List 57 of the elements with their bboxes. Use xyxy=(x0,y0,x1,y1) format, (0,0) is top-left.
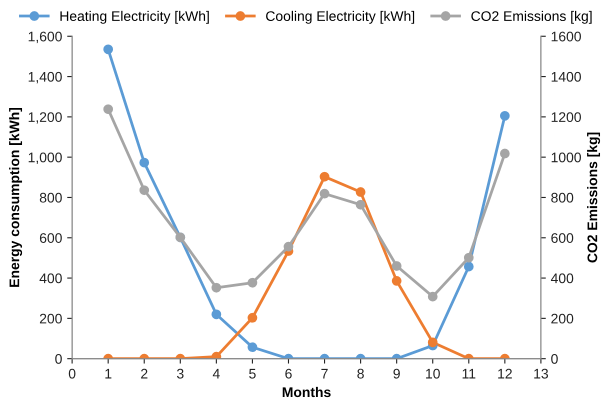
point xyxy=(500,111,510,121)
point xyxy=(356,200,366,210)
x-tick-label: 4 xyxy=(212,368,220,378)
legend-label: Cooling Electricity [kWh] xyxy=(266,10,414,24)
y-tick-label: 400 xyxy=(40,273,62,284)
point xyxy=(320,188,330,199)
point xyxy=(428,292,438,302)
y-tick-label: 1,600 xyxy=(28,32,62,44)
x-tick-label: 3 xyxy=(176,368,184,379)
y-tick-label: 0 xyxy=(55,354,62,364)
point xyxy=(392,276,402,286)
x-tick-label: 7 xyxy=(321,368,328,378)
y-tick-label: 600 xyxy=(40,233,62,243)
x-tick-label: 9 xyxy=(393,368,400,379)
x-tick-label: 6 xyxy=(285,368,292,379)
y-tick-label: 200 xyxy=(40,314,62,324)
y-tick-label: 1,200 xyxy=(28,112,62,124)
x-tick-label: 12 xyxy=(498,368,512,378)
y-tick-label: 1,000 xyxy=(28,152,62,164)
y-axis-title: Energy consumption [kWh] xyxy=(9,108,22,287)
y-tick-label: 800 xyxy=(40,192,62,203)
y2-tick-label: 1200 xyxy=(552,112,581,122)
point xyxy=(139,185,150,196)
x-tick-label: 0 xyxy=(68,368,76,379)
x-tick-label: 13 xyxy=(534,368,548,379)
point xyxy=(103,44,114,54)
point xyxy=(464,252,474,263)
point xyxy=(392,261,402,271)
y2-tick-label: 800 xyxy=(551,192,574,203)
x-tick-label: 11 xyxy=(462,368,476,378)
point xyxy=(320,172,330,182)
y2-axis-title: CO2 Emissions [kg] xyxy=(587,132,600,262)
y2-tick-label: 0 xyxy=(551,354,558,364)
point xyxy=(212,282,222,293)
point xyxy=(212,352,222,359)
x-tick-label: 5 xyxy=(249,368,256,379)
y2-tick-label: 400 xyxy=(550,273,574,284)
point xyxy=(284,242,294,252)
y-tick-label: 1,400 xyxy=(28,72,62,84)
y2-tick-label: 1000 xyxy=(552,152,581,162)
point xyxy=(139,158,150,168)
x-axis-title: Months xyxy=(282,386,331,398)
x-tick-label: 1 xyxy=(105,368,112,378)
point xyxy=(464,262,474,272)
legend-label: CO2 Emissions [kg] xyxy=(471,10,592,24)
y2-tick-label: 600 xyxy=(551,233,574,243)
x-tick-label: 2 xyxy=(141,368,148,378)
point xyxy=(356,187,366,197)
point xyxy=(248,278,258,288)
y2-tick-label: 1600 xyxy=(552,32,581,42)
legend-label: Heating Electricity [kWh] xyxy=(60,10,209,24)
y2-tick-label: 1400 xyxy=(552,72,581,82)
point xyxy=(103,104,114,114)
point xyxy=(500,148,510,158)
x-tick-label: 10 xyxy=(426,368,440,379)
x-tick-label: 8 xyxy=(357,368,364,379)
y2-tick-label: 200 xyxy=(551,314,574,324)
